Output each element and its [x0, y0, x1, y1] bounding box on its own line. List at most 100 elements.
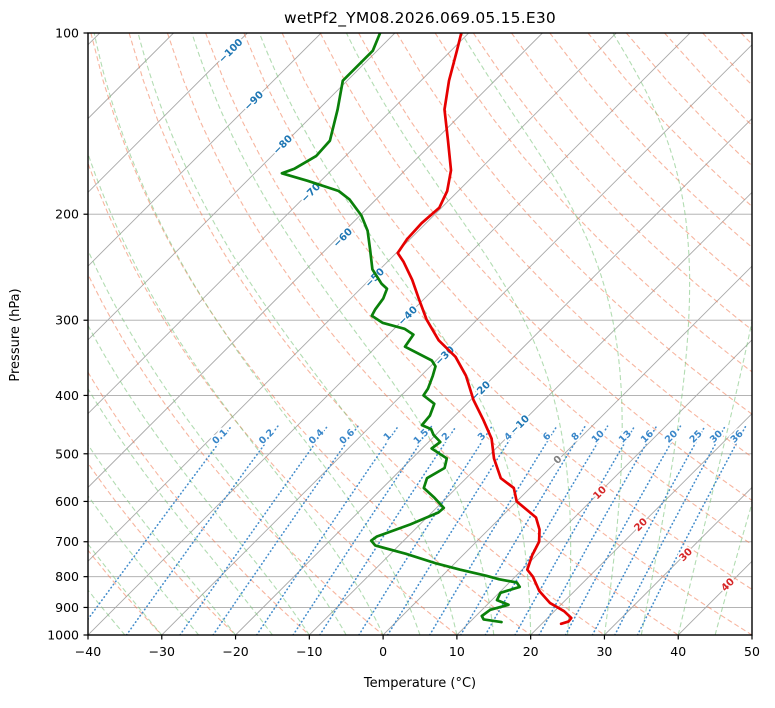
dry-adiabat-line — [88, 462, 236, 635]
x-tick-label: 0 — [379, 644, 387, 659]
moist-adiabat-line — [93, 33, 421, 635]
mixing-ratio-line — [591, 425, 706, 635]
y-tick-label: 500 — [55, 446, 79, 461]
dry-adiabat-line — [88, 371, 310, 635]
isotherm-label: −10 — [508, 413, 532, 437]
isotherm-line — [88, 33, 617, 562]
isotherm-line — [88, 33, 691, 635]
moist-adiabat-line — [191, 33, 495, 635]
dry-adiabat-line — [205, 33, 752, 635]
moist-adiabat-line — [258, 33, 532, 635]
moist-adiabat-line — [612, 33, 691, 635]
isotherm-label: −100 — [217, 37, 245, 65]
moist-adiabat-line — [677, 318, 752, 635]
y-tick-label: 400 — [55, 388, 79, 403]
y-tick-label: 600 — [55, 494, 79, 509]
mixing-ratio-line — [538, 425, 658, 635]
dry-adiabat-line — [319, 33, 752, 502]
x-tick-label: −40 — [75, 644, 101, 659]
chart-title: wetPf2_YM08.2026.069.05.15.E30 — [284, 9, 556, 27]
isotherm-line — [88, 33, 543, 489]
isotherm-line — [88, 33, 396, 341]
mixing-ratio-label: 0.1 — [210, 427, 230, 447]
dry-adiabat-line — [88, 273, 384, 635]
x-tick-label: −30 — [149, 644, 175, 659]
mixing-ratio-line — [614, 425, 726, 635]
mixing-ratio-label: 0.6 — [338, 427, 358, 447]
dry-adiabat-line — [396, 33, 752, 415]
moist-adiabat-line — [714, 501, 752, 635]
isotherm-line — [382, 265, 752, 635]
temperature-curve — [396, 33, 573, 626]
mixing-ratio-label: 25 — [688, 428, 705, 445]
moist-adiabat-line — [88, 494, 200, 635]
mixing-ratio-line — [636, 425, 747, 635]
dry-adiabat-line — [166, 33, 679, 635]
isotherm-line — [456, 339, 752, 635]
isotherm-line — [604, 486, 752, 635]
y-tick-label: 700 — [55, 534, 79, 549]
isotherm-label: −60 — [331, 226, 355, 250]
isotherm-line — [309, 191, 752, 635]
dry-adiabat-line — [664, 33, 752, 127]
x-tick-label: −10 — [296, 644, 322, 659]
x-tick-label: 10 — [449, 644, 465, 659]
mixing-ratio-line — [514, 425, 636, 635]
mixing-ratio-label: 0.4 — [307, 427, 327, 447]
dry-adiabat-line — [88, 161, 458, 635]
mixing-ratio-line — [212, 425, 359, 635]
mixing-ratio-line — [88, 425, 233, 621]
isotherm-label: −40 — [396, 304, 420, 328]
dry-adiabat-line — [702, 33, 752, 86]
mixing-ratio-line — [292, 425, 433, 635]
mixing-ratio-line — [319, 425, 457, 635]
y-tick-label: 800 — [55, 569, 79, 584]
mixing-ratio-label: 0.2 — [257, 427, 277, 447]
dry-adiabat-line — [472, 33, 752, 331]
dewpoint-curve — [280, 33, 522, 624]
mixing-ratio-label: 20 — [663, 428, 680, 445]
x-tick-label: 30 — [596, 644, 612, 659]
x-axis-label: Temperature (°C) — [363, 676, 477, 691]
mixing-ratio-line — [459, 425, 586, 635]
plot-area: 0.1 0.2 0.4 0.6 1 1.5 2 3 4 6 8 10 13 16 20 25 30 36−100−… — [88, 33, 752, 635]
dry-adiabat-line — [740, 33, 752, 45]
isotherm-line — [751, 634, 752, 635]
mixing-ratio-label: 1 — [382, 431, 394, 443]
mixing-ratio-line — [428, 425, 558, 635]
mixing-ratio-line — [564, 425, 682, 635]
mixing-ratio-label: 2 — [440, 431, 452, 443]
x-tick-label: 40 — [670, 644, 686, 659]
mixing-ratio-label: 8 — [569, 430, 582, 443]
isotherm-label: −90 — [242, 89, 266, 113]
y-tick-label: 900 — [55, 600, 79, 615]
dry-adiabat-line — [281, 33, 752, 546]
isotherm-line — [88, 33, 322, 267]
y-tick-label: 100 — [55, 26, 79, 41]
moist-adiabat-line — [137, 33, 458, 635]
moist-adiabat-line — [88, 324, 310, 635]
isotherm-line — [88, 33, 248, 193]
moist-adiabat-line — [88, 387, 273, 635]
y-axis-label: Pressure (hPa) — [8, 288, 23, 382]
mixing-ratio-line — [179, 425, 329, 635]
y-tick-label: 1000 — [47, 628, 79, 643]
mixing-ratio-label: 3 — [476, 431, 488, 443]
isotherm-line — [88, 33, 469, 415]
y-tick-label: 300 — [55, 313, 79, 328]
isotherm-label: 30 — [677, 546, 695, 564]
dry-adiabat-line — [549, 33, 752, 249]
x-tick-label: 20 — [523, 644, 539, 659]
mixing-ratio-line — [125, 425, 279, 635]
isotherm-line — [530, 413, 752, 635]
x-tick-label: 50 — [744, 644, 760, 659]
dry-adiabat-line — [358, 33, 752, 458]
isotherm-line — [677, 560, 752, 635]
plot-border — [87, 32, 753, 636]
mixing-ratio-line — [386, 425, 520, 635]
moist-adiabat-line — [88, 152, 384, 635]
x-tick-label: −20 — [222, 644, 248, 659]
isotherm-line — [235, 117, 752, 635]
